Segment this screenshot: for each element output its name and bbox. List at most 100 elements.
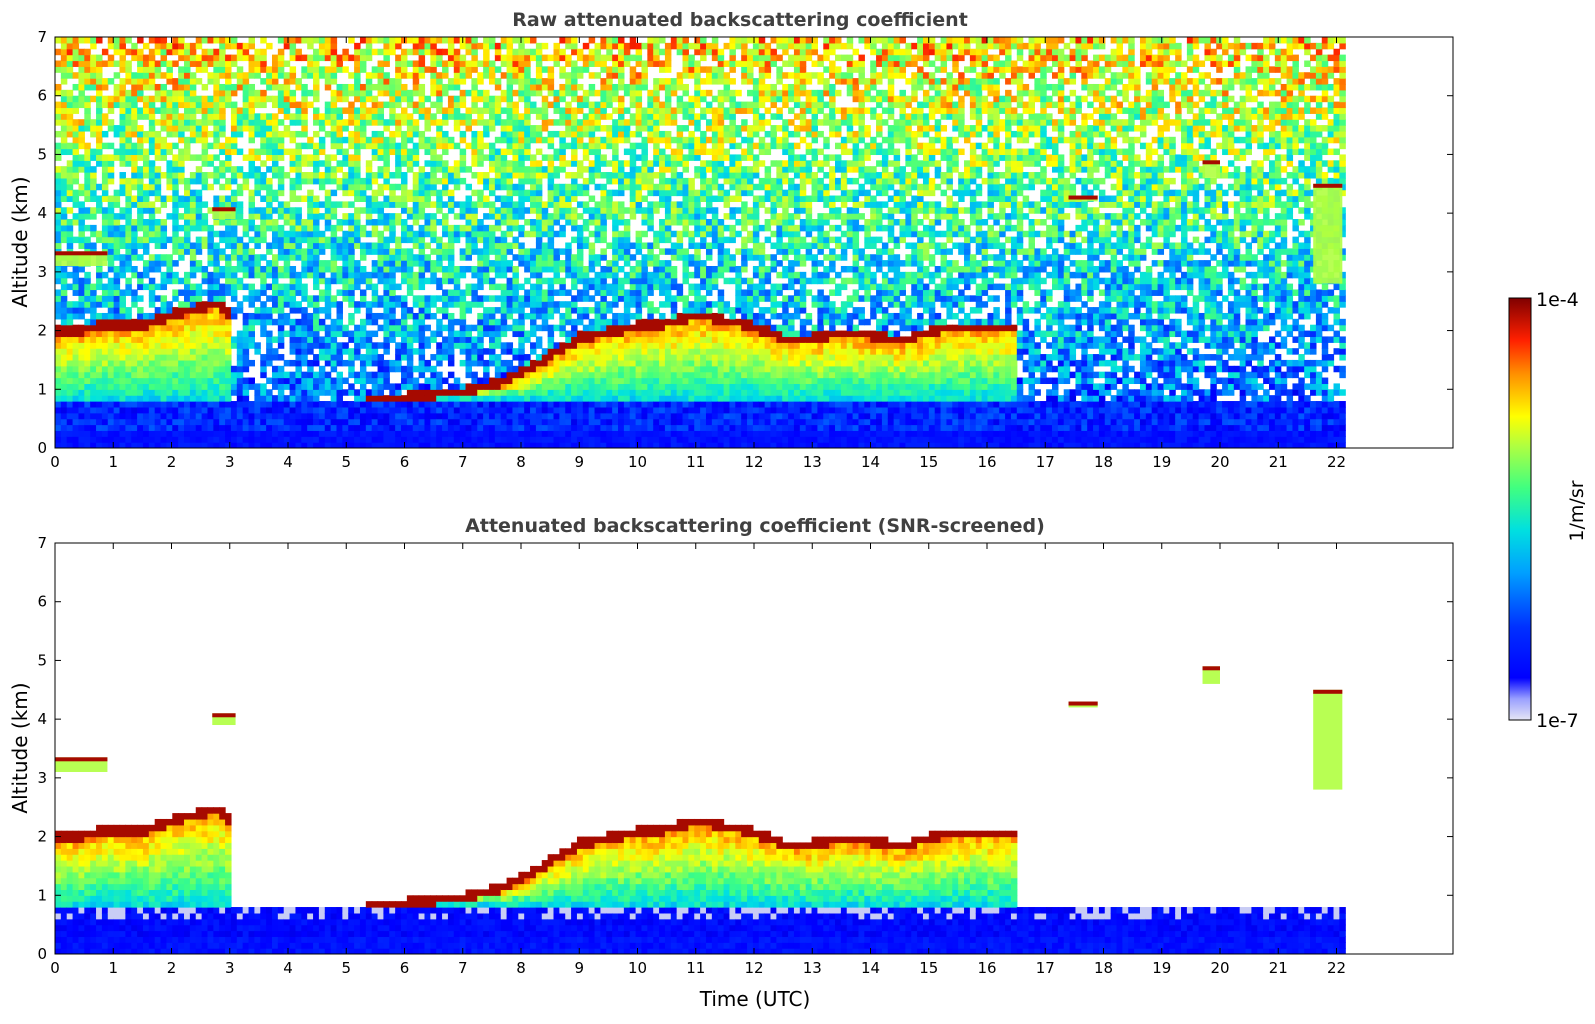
heatmap-cell: [107, 172, 115, 179]
heatmap-cell: [488, 119, 496, 126]
heatmap-cell: [184, 318, 191, 326]
heatmap-cell: [84, 271, 91, 279]
heatmap-cell: [289, 271, 297, 279]
heatmap-cell: [195, 66, 203, 73]
heatmap-cell: [318, 119, 326, 126]
heatmap-cell: [418, 66, 426, 73]
heatmap-cell: [289, 166, 297, 173]
heatmap-cell: [289, 430, 297, 437]
heatmap-cell: [330, 172, 338, 179]
heatmap-cell: [201, 312, 209, 320]
heatmap-cell: [535, 160, 543, 167]
heatmap-cell: [101, 430, 109, 437]
heatmap-cell: [354, 148, 361, 156]
heatmap-cell: [236, 201, 244, 208]
heatmap-cell: [453, 60, 461, 67]
heatmap-cell: [207, 383, 214, 390]
heatmap-cell: [119, 336, 126, 343]
heatmap-cell: [453, 383, 461, 390]
heatmap-cell: [342, 183, 349, 191]
heatmap-cell: [430, 54, 437, 62]
heatmap-cell: [137, 412, 144, 420]
heatmap-cell: [500, 312, 508, 320]
heatmap-cell: [195, 395, 203, 402]
heatmap-cell: [213, 436, 220, 443]
heatmap-cell: [494, 430, 502, 437]
heatmap-cell: [512, 107, 519, 114]
heatmap-cell: [483, 295, 490, 302]
heatmap-cell: [313, 312, 320, 320]
heatmap-cell: [342, 119, 349, 126]
heatmap-cell: [277, 37, 285, 44]
heatmap-cell: [236, 436, 244, 443]
heatmap-cell: [184, 383, 191, 390]
heatmap-cell: [242, 354, 250, 361]
heatmap-cell: [101, 113, 109, 120]
heatmap-cell: [90, 189, 97, 197]
heatmap-cell: [213, 66, 220, 73]
heatmap-cell: [271, 66, 279, 73]
heatmap-cell: [225, 336, 232, 343]
heatmap-cell: [137, 213, 144, 220]
heatmap-cell: [512, 418, 519, 426]
heatmap-cell: [559, 119, 566, 126]
heatmap-cell: [547, 383, 555, 390]
heatmap-cell: [289, 213, 297, 220]
heatmap-cell: [401, 207, 408, 214]
heatmap-cell: [401, 377, 408, 385]
heatmap-cell: [518, 160, 525, 167]
heatmap-cell: [313, 83, 320, 91]
heatmap-cell: [260, 119, 267, 126]
heatmap-cell: [547, 371, 555, 379]
heatmap-cell: [330, 37, 338, 44]
heatmap-cell: [571, 383, 578, 390]
heatmap-cell: [547, 154, 555, 161]
heatmap-cell: [230, 365, 238, 373]
heatmap-cell: [412, 242, 420, 249]
heatmap-cell: [178, 42, 185, 50]
heatmap-cell: [236, 78, 244, 85]
heatmap-cell: [395, 354, 402, 361]
heatmap-cell: [488, 412, 496, 420]
heatmap-cell: [119, 177, 126, 185]
heatmap-cell: [178, 66, 185, 73]
heatmap-cell: [494, 330, 502, 338]
heatmap-cell: [418, 295, 426, 302]
heatmap-cell: [301, 125, 308, 132]
heatmap-cell: [230, 312, 238, 320]
heatmap-cell: [101, 342, 109, 349]
heatmap-cell: [453, 277, 461, 285]
heatmap-cell: [471, 101, 478, 109]
heatmap-cell: [225, 289, 232, 296]
heatmap-cell: [172, 418, 179, 426]
heatmap-cell: [248, 312, 255, 320]
heatmap-cell: [494, 442, 502, 448]
heatmap-cell: [154, 119, 162, 126]
heatmap-cell: [547, 312, 555, 320]
heatmap-cell: [219, 412, 226, 420]
heatmap-cell: [471, 383, 478, 390]
heatmap-cell: [389, 271, 396, 279]
heatmap-cell: [506, 125, 514, 132]
heatmap-cell: [119, 301, 126, 308]
heatmap-cell: [436, 324, 443, 332]
heatmap-cell: [236, 395, 244, 402]
heatmap-cell: [471, 107, 478, 114]
heatmap-cell: [125, 442, 132, 448]
heatmap-cell: [477, 354, 484, 361]
heatmap-cell: [506, 107, 514, 114]
heatmap-cell: [453, 271, 461, 279]
heatmap-cell: [348, 330, 355, 338]
heatmap-cell: [266, 136, 273, 144]
heatmap-cell: [277, 365, 285, 373]
heatmap-cell: [465, 236, 472, 244]
heatmap-cell: [289, 254, 297, 261]
heatmap-cell: [494, 260, 502, 267]
heatmap-cell: [66, 224, 74, 232]
heatmap-cell: [412, 154, 420, 161]
heatmap-cell: [494, 154, 502, 161]
heatmap-cell: [547, 136, 555, 144]
heatmap-cell: [518, 37, 525, 44]
heatmap-cell: [142, 101, 150, 109]
heatmap-cell: [78, 436, 85, 443]
